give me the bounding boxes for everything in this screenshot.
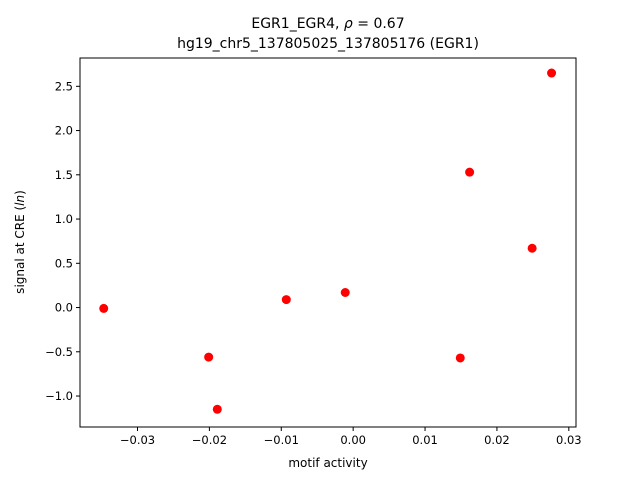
data-point (340, 287, 350, 297)
axis-ticks: −0.03 −0.02 −0.01 0.00 0.01 0.02 0.03 −1.0 −0.5 0… (45, 79, 582, 447)
data-point (99, 303, 109, 313)
data-point (204, 352, 214, 362)
x-tick-label: −0.02 (192, 433, 227, 447)
y-tick-label: 1.5 (55, 168, 73, 182)
y-tick-label: 2.0 (55, 124, 73, 138)
y-tick-label: −1.0 (45, 389, 73, 403)
data-point (465, 167, 475, 177)
y-tick-label: 0.5 (55, 256, 73, 270)
x-tick-label: 0.01 (412, 433, 438, 447)
y-tick-label: 1.0 (55, 212, 73, 226)
x-tick-label: 0.03 (556, 433, 582, 447)
data-point (281, 295, 291, 305)
scatter-points (99, 68, 557, 414)
x-tick-label: 0.02 (484, 433, 510, 447)
y-tick-label: 0.0 (55, 301, 73, 315)
x-tick-label: −0.03 (120, 433, 155, 447)
y-tick-label: −0.5 (45, 345, 73, 359)
data-point (547, 68, 557, 78)
chart-subtitle: hg19_chr5_137805025_137805176 (EGR1) (177, 36, 479, 52)
x-tick-label: 0.00 (340, 433, 366, 447)
y-axis-label: signal at CRE (ln) (13, 190, 27, 294)
data-point (455, 353, 465, 363)
data-point (527, 243, 537, 253)
x-axis-label: motif activity (288, 456, 367, 470)
data-point (212, 404, 222, 414)
chart-title: EGR1_EGR4, ρ = 0.67 (251, 16, 404, 32)
plot-frame (79, 57, 577, 428)
x-tick-label: −0.01 (264, 433, 299, 447)
y-tick-label: 2.5 (55, 79, 73, 93)
